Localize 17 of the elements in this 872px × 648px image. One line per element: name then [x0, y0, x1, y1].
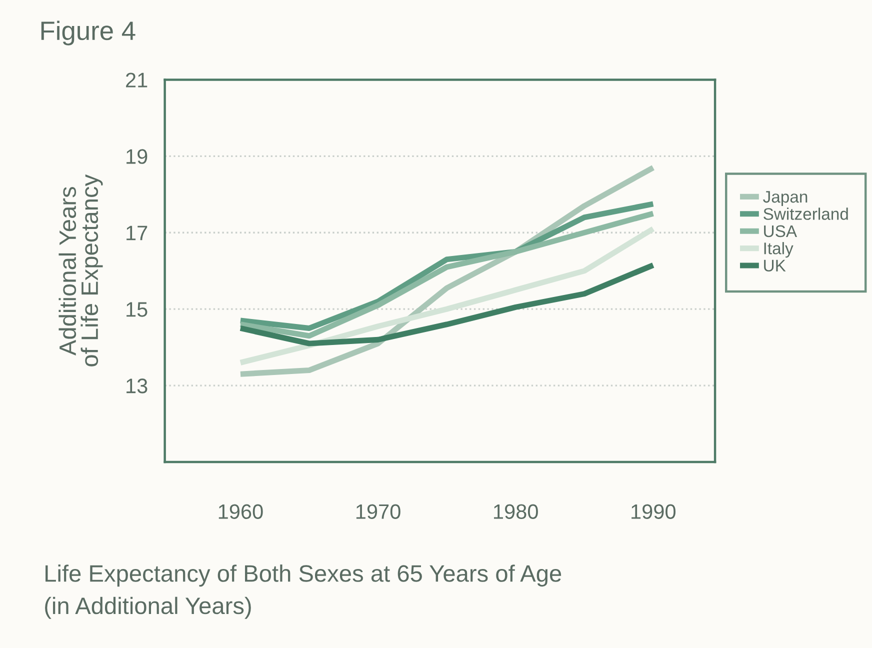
chart-title: Figure 4 — [41, 20, 136, 46]
x-axis-title: Life Expectancy of Both Sexes at 65 Years of Age (in Additional Years) — [45, 564, 562, 619]
x-tick-label: 1980 — [494, 504, 538, 519]
legend-label: UK — [764, 260, 786, 272]
x-tick-label: 1990 — [632, 504, 676, 519]
legend-label: Switzerland — [764, 208, 848, 220]
x-tick-label: 1970 — [356, 504, 400, 519]
y-tick-label: 17 — [126, 226, 148, 240]
y-axis-title: Additional Years of Life Expectancy — [58, 174, 103, 366]
y-tick-label: 13 — [126, 378, 148, 394]
y-tick-label: 15 — [126, 302, 148, 317]
legend-label: Italy — [764, 242, 794, 258]
legend-label: USA — [764, 225, 798, 238]
y-tick-label: 21 — [126, 72, 148, 88]
x-tick-label: 1960 — [218, 504, 263, 519]
legend-label: Japan — [763, 191, 808, 206]
y-tick-label: 19 — [126, 149, 148, 164]
